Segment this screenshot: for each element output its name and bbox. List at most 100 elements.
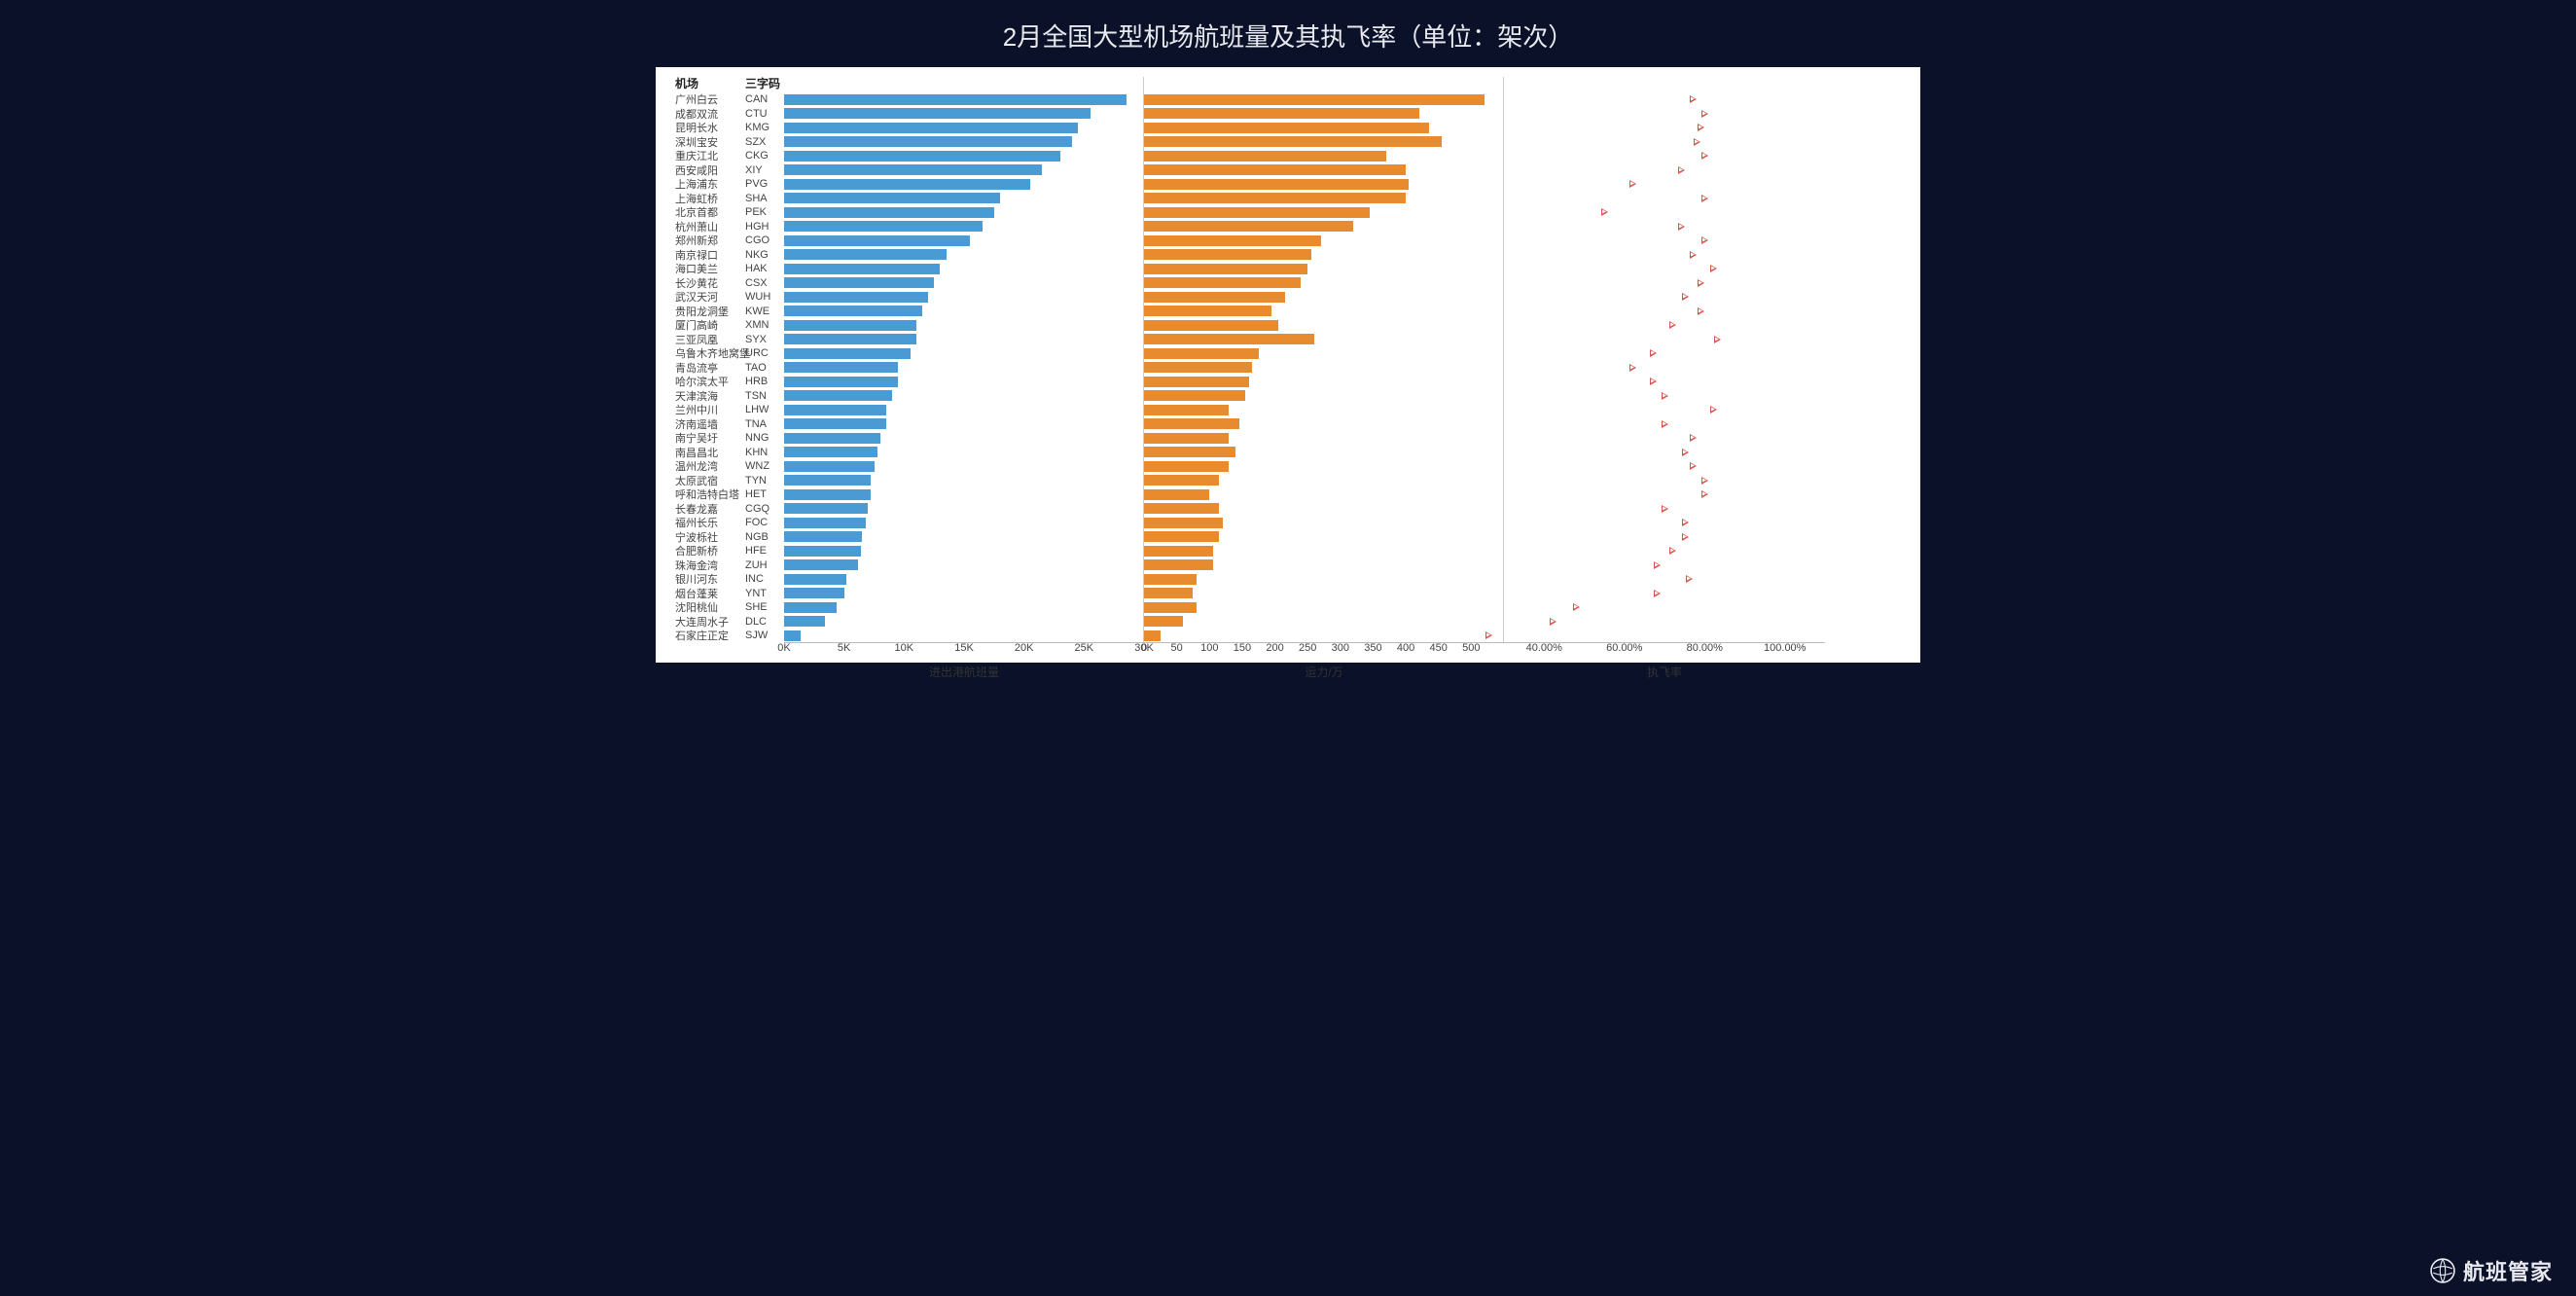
flights-bar — [784, 264, 940, 274]
airport-code: FOC — [745, 517, 784, 528]
flights-bar — [784, 306, 922, 316]
marker-row — [1504, 530, 1825, 545]
marker-row — [1504, 459, 1825, 474]
marker-row — [1504, 248, 1825, 263]
bar-row — [1144, 290, 1504, 305]
bar-row — [784, 417, 1144, 432]
watermark-text: 航班管家 — [2463, 1255, 2553, 1286]
capacity-bar — [1144, 277, 1301, 288]
capacity-bar — [1144, 418, 1239, 429]
row-label: 西安咸阳XIY — [675, 163, 784, 178]
capacity-bar — [1144, 616, 1183, 627]
rate-marker-fill — [1702, 196, 1706, 199]
bar-row — [1144, 417, 1504, 432]
bar-row — [1144, 234, 1504, 248]
axis-tick: 20K — [1015, 642, 1034, 654]
capacity-bar — [1144, 94, 1485, 105]
marker-row — [1504, 474, 1825, 488]
flights-bar — [784, 475, 871, 486]
rate-marker-fill — [1702, 111, 1706, 115]
flights-bar — [784, 193, 1000, 203]
airport-code: KHN — [745, 447, 784, 458]
marker-row — [1504, 163, 1825, 178]
axis-tick: 350 — [1364, 642, 1381, 654]
capacity-bar — [1144, 136, 1442, 147]
bar-row — [784, 135, 1144, 150]
airport-code: WNZ — [745, 460, 784, 472]
bar-row — [1144, 305, 1504, 319]
row-label: 呼和浩特白塔HET — [675, 487, 784, 502]
row-label: 哈尔滨太平HRB — [675, 375, 784, 389]
axis-tick: 500 — [1462, 642, 1480, 654]
labels-header: 机场 三字码 — [675, 77, 784, 92]
airport-code: WUH — [745, 291, 784, 303]
header-code: 三字码 — [745, 75, 784, 91]
flights-bar — [784, 108, 1091, 119]
axis-rate: 40.00%60.00%80.00%100.00% — [1504, 642, 1825, 660]
flights-bar — [784, 164, 1042, 175]
bar-row — [1144, 459, 1504, 474]
capacity-bar — [1144, 602, 1197, 613]
rate-marker-fill — [1663, 421, 1666, 425]
marker-row — [1504, 629, 1825, 643]
rate-marker-fill — [1551, 619, 1555, 623]
bar-row — [784, 149, 1144, 163]
marker-row — [1504, 544, 1825, 558]
row-label: 福州长乐FOC — [675, 516, 784, 530]
bar-row — [784, 107, 1144, 122]
bar-row — [784, 121, 1144, 135]
bar-row — [1144, 502, 1504, 517]
capacity-bar — [1144, 320, 1278, 331]
bar-row — [1144, 163, 1504, 178]
capacity-bar — [1144, 235, 1321, 246]
axis-tick: 60.00% — [1606, 642, 1642, 654]
row-label: 温州龙湾WNZ — [675, 459, 784, 474]
marker-row — [1504, 290, 1825, 305]
capacity-bar — [1144, 405, 1229, 415]
xlabel-capacity: 运力/万 — [1144, 664, 1504, 680]
capacity-bar — [1144, 179, 1409, 190]
bar-row — [1144, 135, 1504, 150]
bar-row — [1144, 318, 1504, 333]
marker-row — [1504, 446, 1825, 460]
capacity-bar — [1144, 264, 1307, 274]
marker-row — [1504, 318, 1825, 333]
row-label: 南昌昌北KHN — [675, 446, 784, 460]
airport-code: SHA — [745, 193, 784, 204]
row-label: 兰州中川LHW — [675, 403, 784, 417]
marker-row — [1504, 572, 1825, 587]
capacity-bar — [1144, 377, 1249, 387]
capacity-bar — [1144, 489, 1209, 500]
axis-tick: 15K — [954, 642, 974, 654]
marker-row — [1504, 346, 1825, 361]
bar-row — [784, 431, 1144, 446]
row-label: 青岛流亭TAO — [675, 361, 784, 376]
rate-marker-fill — [1663, 393, 1666, 397]
row-label: 珠海金湾ZUH — [675, 558, 784, 573]
rate-marker-fill — [1486, 633, 1490, 637]
flights-bar — [784, 136, 1072, 147]
airport-code: CGQ — [745, 503, 784, 515]
bar-row — [1144, 389, 1504, 404]
marker-row — [1504, 276, 1825, 291]
airport-code: NKG — [745, 249, 784, 261]
marker-row — [1504, 361, 1825, 376]
bar-row — [1144, 192, 1504, 206]
marker-row — [1504, 305, 1825, 319]
airport-code: NNG — [745, 432, 784, 444]
bar-row — [784, 262, 1144, 276]
bar-row — [1144, 615, 1504, 630]
axis-tick: 300 — [1332, 642, 1349, 654]
flights-bar — [784, 405, 886, 415]
bar-row — [1144, 474, 1504, 488]
capacity-bar — [1144, 207, 1370, 218]
row-label: 烟台蓬莱YNT — [675, 587, 784, 601]
capacity-bar — [1144, 306, 1271, 316]
flights-bar — [784, 559, 858, 570]
bar-row — [784, 544, 1144, 558]
bar-row — [784, 389, 1144, 404]
xlabel-flights: 进出港航班量 — [784, 664, 1144, 680]
airport-code: TAO — [745, 362, 784, 374]
bar-row — [784, 192, 1144, 206]
axis-tick: 100 — [1200, 642, 1218, 654]
